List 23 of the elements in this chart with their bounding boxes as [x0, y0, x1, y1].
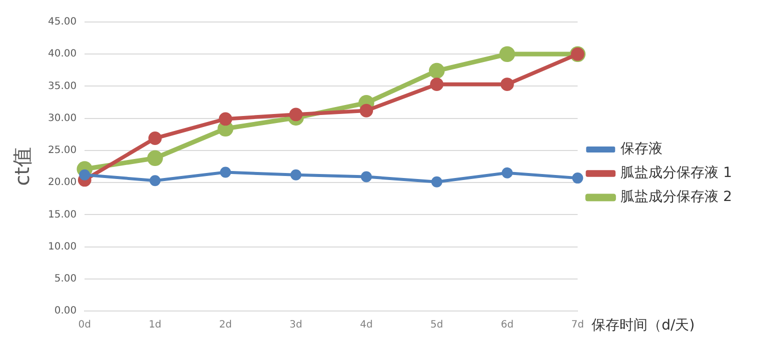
y-tick-label: 15.00: [48, 209, 77, 220]
y-tick-label: 25.00: [48, 145, 77, 156]
y-tick-label: 5.00: [54, 273, 77, 284]
x-tick-label: 0d: [78, 320, 91, 331]
x-axis-title: 保存时间（d/天): [592, 318, 695, 334]
x-tick-label: 1d: [148, 320, 162, 331]
y-tick-label: 0.00: [54, 306, 77, 317]
x-tick-label: 6d: [500, 320, 514, 331]
y-tick-label: 45.00: [48, 16, 77, 28]
x-tick-label: 2d: [219, 320, 232, 331]
y-tick-label: 10.00: [48, 241, 77, 252]
y-tick-label: 30.00: [48, 112, 77, 124]
y-tick-label: 40.00: [48, 48, 77, 60]
legend-label: 胍盐成分保存液 1: [620, 165, 732, 182]
x-tick-label: 4d: [360, 320, 373, 331]
legend-label: 保存液: [620, 141, 663, 158]
y-axis-title: ct值: [10, 147, 34, 186]
x-tick-label: 5d: [430, 320, 444, 331]
x-tick-label: 7d: [571, 320, 584, 331]
y-tick-label: 20.00: [48, 177, 77, 188]
legend-label: 胍盐成分保存液 2: [620, 189, 732, 206]
x-tick-label: 3d: [290, 320, 302, 331]
y-tick-label: 35.00: [48, 80, 77, 92]
